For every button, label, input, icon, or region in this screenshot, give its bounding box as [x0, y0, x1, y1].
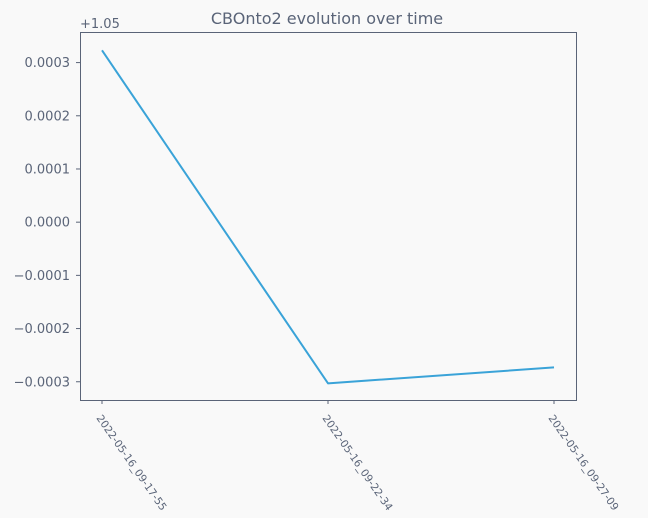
y-tick-label: −0.0003	[14, 375, 70, 390]
series-line	[102, 50, 554, 383]
y-axis: −0.0003 −0.0002 −0.0001 0.0000 0.0001 0.0002 0…	[14, 56, 80, 390]
y-tick-label: 0.0002	[25, 109, 71, 124]
y-tick-label: −0.0002	[14, 322, 70, 337]
y-tick-label: 0.0000	[25, 216, 71, 231]
chart-title: CBOnto2 evolution over time	[211, 9, 443, 28]
y-tick-label: 0.0001	[25, 162, 71, 177]
y-tick-label: −0.0001	[14, 269, 70, 284]
x-tick-label: 2022-05-16_09-22-34	[320, 413, 395, 513]
plot-area-frame	[81, 33, 577, 401]
x-axis: 2022-05-16_09-17-55 2022-05-16_09-22-34 20…	[94, 400, 621, 513]
series-layer	[102, 50, 554, 383]
x-tick-label: 2022-05-16_09-17-55	[94, 413, 169, 513]
y-axis-offset-label: +1.05	[80, 17, 120, 32]
x-tick-label: 2022-05-16_09-27-09	[546, 413, 621, 513]
y-tick-label: 0.0003	[25, 56, 71, 71]
